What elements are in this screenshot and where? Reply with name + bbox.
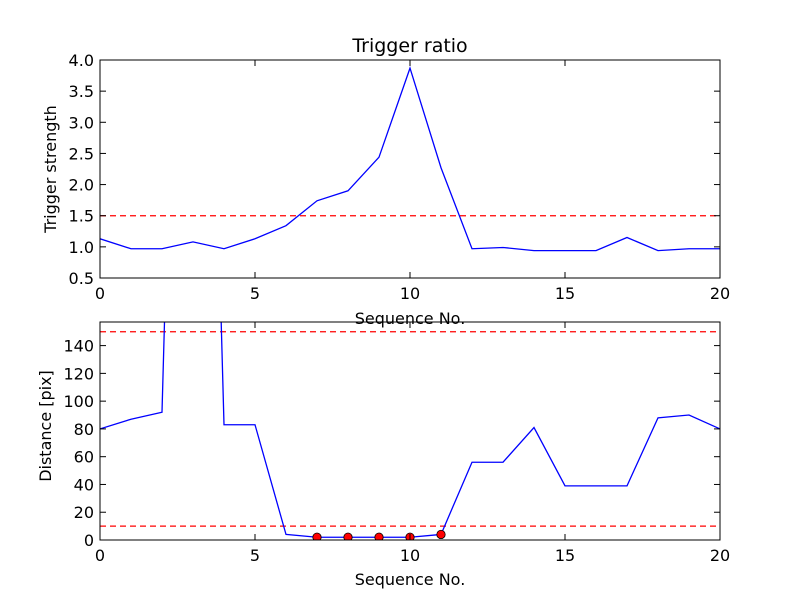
x-tick-label: 20 — [710, 546, 730, 565]
data-point-marker — [343, 532, 353, 540]
series-line — [100, 66, 720, 252]
x-tick-label: 5 — [250, 284, 260, 303]
y-tick-label: 3.0 — [69, 113, 94, 132]
x-tick-label: 15 — [555, 284, 575, 303]
data-point-marker — [374, 532, 384, 540]
trigger-ratio-plot: Trigger ratio 0 5 10 15 20 0.5 1.0 1.5 2.0 2.5 3.… — [41, 35, 730, 328]
y-tick-label: 1.5 — [69, 207, 94, 226]
y-tick-label: 80 — [74, 420, 94, 439]
y-tick-label: 0 — [84, 531, 94, 550]
x-tick-label: 20 — [710, 284, 730, 303]
y-tick-label: 1.0 — [69, 238, 94, 257]
x-axis-label: Sequence No. — [355, 309, 466, 328]
y-tick-label: 60 — [74, 448, 94, 467]
y-tick-label: 140 — [63, 337, 94, 356]
y-tick-label: 3.5 — [69, 82, 94, 101]
y-axis-label: Distance [pix] — [36, 370, 55, 482]
x-tick-label: 5 — [250, 546, 260, 565]
x-axis-label: Sequence No. — [355, 570, 466, 589]
x-tick-label: 10 — [400, 284, 420, 303]
y-tick-label: 4.0 — [69, 51, 94, 70]
data-point-marker — [436, 529, 446, 540]
y-axis: 0 20 40 60 80 100 120 140 — [63, 337, 720, 550]
y-axis-label: Trigger strength — [41, 105, 60, 234]
data-point-marker — [312, 532, 322, 540]
y-tick-label: 100 — [63, 392, 94, 411]
x-tick-label: 15 — [555, 546, 575, 565]
distance-plot: 0 5 10 15 20 0 20 40 60 80 100 120 140 Sequence No.… — [36, 321, 730, 589]
y-tick-label: 20 — [74, 503, 94, 522]
y-tick-label: 2.0 — [69, 176, 94, 195]
y-tick-label: 2.5 — [69, 144, 94, 163]
x-axis: 0 5 10 15 20 — [95, 322, 730, 565]
x-tick-label: 10 — [400, 546, 420, 565]
plot-area — [100, 66, 720, 252]
y-tick-label: 40 — [74, 475, 94, 494]
x-tick-label: 0 — [95, 546, 105, 565]
y-tick-label: 0.5 — [69, 269, 94, 288]
plot-area — [100, 322, 720, 540]
y-tick-label: 120 — [63, 364, 94, 383]
series-line — [100, 322, 720, 538]
y-axis: 0.5 1.0 1.5 2.0 2.5 3.0 3.5 4.0 — [69, 51, 720, 288]
plot-frame — [99, 59, 721, 279]
plot-frame — [99, 321, 721, 541]
chart-title: Trigger ratio — [351, 35, 467, 57]
x-tick-label: 0 — [95, 284, 105, 303]
x-axis: 0 5 10 15 20 — [95, 60, 730, 303]
